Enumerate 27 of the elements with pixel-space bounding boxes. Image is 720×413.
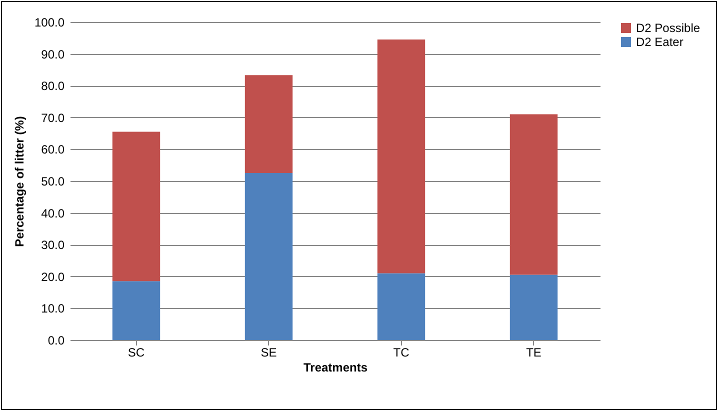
x-axis-title: Treatments xyxy=(303,360,368,374)
y-tick-label: 10.0 xyxy=(41,302,65,316)
y-tick-label: 100.0 xyxy=(34,16,65,30)
bar xyxy=(377,39,426,274)
y-tick-label: 20.0 xyxy=(41,270,65,284)
bar xyxy=(377,273,426,340)
y-tick-label: 0.0 xyxy=(48,334,65,348)
legend-label: D2 Possible xyxy=(636,21,700,35)
legend-label: D2 Eater xyxy=(636,35,684,49)
y-tick-label: 40.0 xyxy=(41,206,65,220)
y-tick-label: 50.0 xyxy=(41,174,65,188)
bar xyxy=(112,132,160,282)
y-tick-label: 70.0 xyxy=(41,110,65,125)
x-tick-label: SC xyxy=(128,346,145,360)
bar xyxy=(510,274,558,340)
bar xyxy=(112,281,160,340)
y-tick-label: 60.0 xyxy=(41,142,65,157)
x-tick-label: SE xyxy=(260,346,277,360)
y-tick-label: 30.0 xyxy=(41,238,65,252)
y-axis-title: Percentage of litter (%) xyxy=(12,116,26,247)
bar xyxy=(244,173,293,340)
x-tick-label: TC xyxy=(393,346,410,360)
bar xyxy=(244,75,293,174)
y-tick-label: 90.0 xyxy=(41,47,65,62)
x-tick-label: TE xyxy=(526,346,542,360)
bar xyxy=(510,114,558,275)
y-tick-label: 80.0 xyxy=(41,79,65,94)
